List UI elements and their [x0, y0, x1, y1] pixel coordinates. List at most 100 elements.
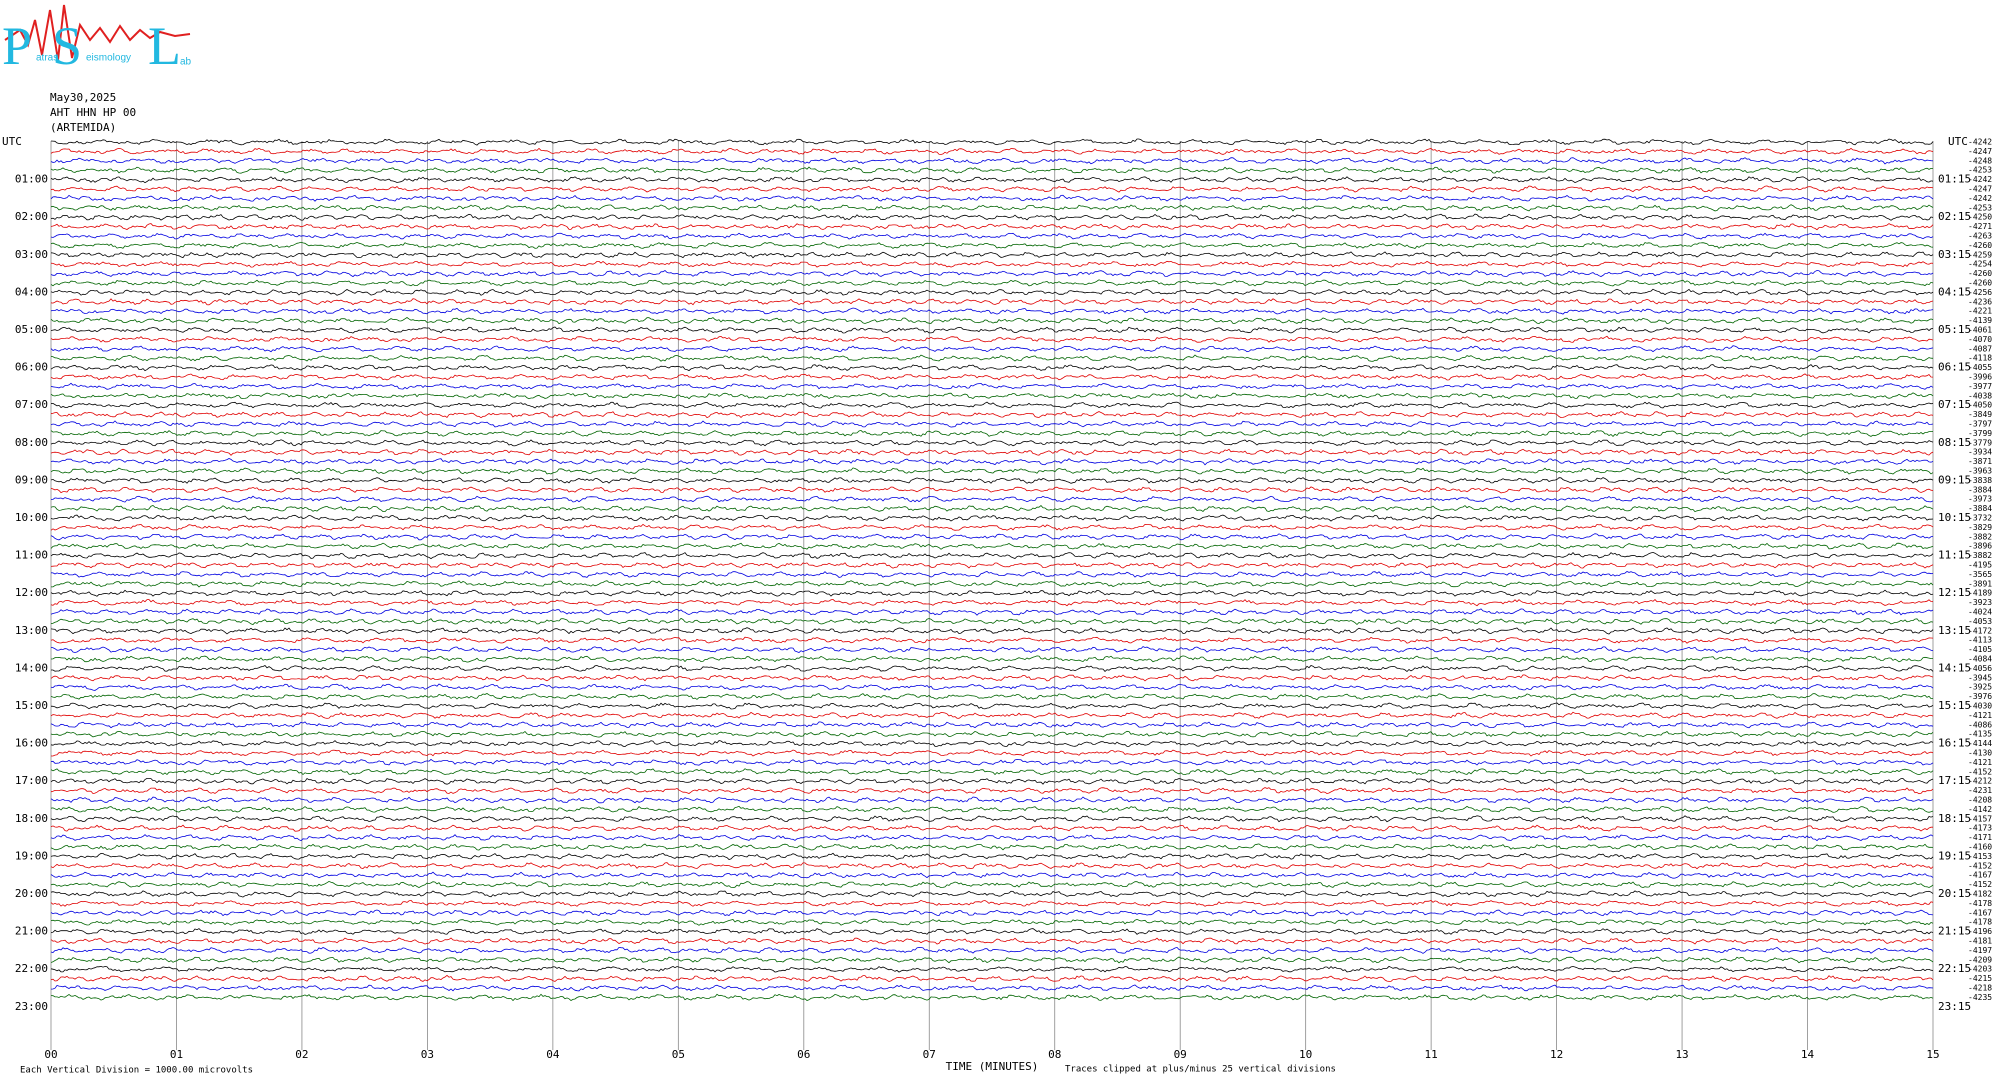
logo: P S L atras eismology ab: [2, 4, 192, 76]
trace-offset: -4087: [1968, 344, 1992, 353]
trace: [50, 185, 1934, 193]
trace-offset: -4236: [1968, 297, 1992, 306]
trace-offset: -3963: [1968, 467, 1992, 476]
trace-offset: -4189: [1968, 589, 1992, 598]
trace: [50, 354, 1934, 362]
hour-label: 11:00: [15, 549, 48, 562]
trace-offset: -3884: [1968, 504, 1992, 513]
trace-offset: -3945: [1968, 673, 1992, 682]
trace-offset: -3849: [1968, 410, 1992, 419]
traces: [50, 138, 1934, 1050]
hour-label: 15:15: [1938, 699, 1971, 712]
hour-label: 19:15: [1938, 849, 1971, 862]
x-axis-title: TIME (MINUTES): [946, 1060, 1039, 1073]
trace-offset: -4178: [1968, 899, 1992, 908]
trace-offset: -4121: [1968, 758, 1992, 767]
trace: [50, 974, 1934, 983]
site: (ARTEMIDA): [50, 121, 116, 134]
x-tick-label: 05: [672, 1048, 685, 1061]
trace: [50, 232, 1934, 240]
trace-offset: -4086: [1968, 720, 1992, 729]
trace-offset: -4121: [1968, 711, 1992, 720]
trace: [50, 298, 1934, 306]
trace: [50, 880, 1934, 889]
trace-offset: -4247: [1968, 185, 1992, 194]
trace: [50, 279, 1934, 287]
trace: [50, 627, 1934, 635]
hour-label: 17:15: [1938, 774, 1971, 787]
trace: [50, 194, 1934, 202]
trace: [50, 382, 1934, 390]
trace: [50, 477, 1934, 484]
trace-offset: -4055: [1968, 363, 1992, 372]
trace-offset: -3732: [1968, 514, 1992, 523]
hour-label: 14:00: [15, 661, 48, 674]
hour-label: 13:00: [15, 624, 48, 637]
trace: [50, 787, 1934, 795]
trace-offset: -4050: [1968, 401, 1992, 410]
trace: [50, 458, 1934, 466]
trace: [50, 589, 1934, 597]
trace-offset: -3565: [1968, 570, 1992, 579]
hour-label: 15:00: [15, 699, 48, 712]
trace-offset: -3779: [1968, 438, 1992, 447]
trace-offset: -3973: [1968, 495, 1992, 504]
trace-offset: -4231: [1968, 786, 1992, 795]
trace-offset: -4221: [1968, 307, 1992, 316]
trace: [50, 326, 1934, 334]
trace: [50, 871, 1934, 879]
x-tick-label: 14: [1801, 1048, 1815, 1061]
trace: [50, 345, 1934, 353]
trace: [50, 928, 1934, 936]
trace-offset: -4056: [1968, 664, 1992, 673]
trace: [50, 166, 1934, 174]
trace: [50, 984, 1934, 992]
trace: [50, 843, 1934, 851]
trace-offset: -4212: [1968, 777, 1992, 786]
trace-offset: -4195: [1968, 561, 1992, 570]
trace-offset: -4256: [1968, 288, 1992, 297]
trace-offset: -4139: [1968, 316, 1992, 325]
hour-label: 08:15: [1938, 436, 1971, 449]
hour-label: 21:00: [15, 925, 48, 938]
logo-letter: L: [148, 16, 181, 76]
hour-label: 18:15: [1938, 812, 1971, 825]
trace: [50, 213, 1934, 221]
logo-letter: P: [2, 16, 32, 76]
trace-offset: -4084: [1968, 655, 1992, 664]
trace: [50, 815, 1934, 823]
trace-offset: -4203: [1968, 965, 1992, 974]
trace: [50, 909, 1934, 917]
trace-offset: -4172: [1968, 626, 1992, 635]
hour-label: 14:15: [1938, 661, 1971, 674]
trace-offset: -3925: [1968, 683, 1992, 692]
x-tick-label: 00: [44, 1048, 57, 1061]
trace-offset: -4024: [1968, 608, 1992, 617]
hour-label: 10:15: [1938, 511, 1971, 524]
hour-label: 22:15: [1938, 962, 1971, 975]
trace-offset: -3871: [1968, 457, 1992, 466]
hour-label: 02:00: [15, 210, 48, 223]
trace-offset: -4070: [1968, 335, 1992, 344]
trace-offset: -4030: [1968, 702, 1992, 711]
trace: [50, 852, 1934, 860]
trace: [50, 890, 1934, 898]
trace: [50, 420, 1934, 428]
trace: [50, 899, 1934, 907]
trace-offset: -4235: [1968, 993, 1992, 1002]
trace-offset: -4260: [1968, 241, 1992, 250]
trace: [50, 495, 1934, 503]
logo-word: ab: [180, 57, 192, 68]
trace: [50, 533, 1934, 541]
x-tick-label: 01: [170, 1048, 183, 1061]
trace: [50, 758, 1934, 766]
hour-label: 20:00: [15, 887, 48, 900]
trace: [50, 937, 1934, 945]
x-tick-label: 11: [1425, 1048, 1438, 1061]
trace: [50, 392, 1934, 400]
hour-label: 02:15: [1938, 210, 1971, 223]
trace: [50, 505, 1934, 513]
trace: [50, 514, 1934, 522]
date: May30,2025: [50, 91, 116, 104]
hour-label: 01:00: [15, 173, 48, 186]
